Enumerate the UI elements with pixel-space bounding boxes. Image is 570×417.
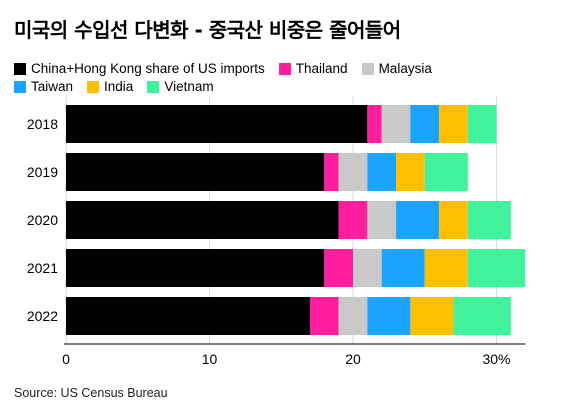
bar-2018-malaysia: [381, 105, 411, 143]
bar-2020-china: [66, 201, 339, 239]
bar-2021-china: [66, 249, 325, 287]
bar-2022-malaysia: [338, 297, 368, 335]
legend-label-thailand: Thailand: [295, 61, 348, 76]
legend-row-2: Taiwan India Vietnam: [14, 78, 554, 96]
bar-2021-malaysia: [353, 249, 382, 287]
bar-2018-china: [66, 105, 368, 143]
x-tick-label-3: 30%: [482, 351, 510, 367]
y-tick-label-2019: 2019: [27, 164, 58, 180]
legend-item-taiwan: Taiwan: [14, 78, 73, 96]
bar-2021-taiwan: [381, 249, 425, 287]
legend: China+Hong Kong share of US imports Thai…: [14, 60, 554, 96]
bar-2019-malaysia: [338, 153, 368, 191]
legend-label-malaysia: Malaysia: [378, 61, 432, 76]
bar-2019-taiwan: [367, 153, 397, 191]
x-tick-label-0: 0: [62, 351, 70, 367]
legend-label-taiwan: Taiwan: [31, 79, 74, 94]
legend-item-vietnam: Vietnam: [147, 78, 214, 96]
legend-swatch-taiwan: [14, 81, 26, 93]
bar-2018-india: [439, 105, 468, 143]
legend-label-india: India: [104, 79, 134, 94]
y-tick-label-2018: 2018: [27, 116, 58, 132]
bar-2019-india: [396, 153, 425, 191]
bar-2020-thailand: [338, 201, 368, 239]
legend-label-vietnam: Vietnam: [164, 79, 214, 94]
x-tick-label-2: 20: [345, 351, 361, 367]
legend-swatch-vietnam: [147, 81, 160, 93]
chart-title: 미국의 수입선 다변화 - 중국산 비중은 줄어들어: [14, 18, 401, 42]
legend-item-thailand: Thailand: [278, 60, 348, 78]
bar-2022-india: [410, 297, 454, 335]
bar-2020-vietnam: [467, 201, 511, 239]
legend-item-malaysia: Malaysia: [361, 60, 432, 78]
bar-2018-taiwan: [410, 105, 440, 143]
bar-2022-taiwan: [367, 297, 411, 335]
legend-swatch-thailand: [278, 63, 291, 75]
bar-2021-thailand: [324, 249, 353, 287]
legend-row-1: China+Hong Kong share of US imports Thai…: [14, 60, 554, 78]
y-tick-label-2020: 2020: [27, 212, 58, 228]
legend-swatch-malaysia: [361, 63, 374, 75]
bar-2018-vietnam: [467, 105, 497, 143]
legend-swatch-china: [14, 63, 26, 75]
bar-2020-india: [439, 201, 468, 239]
y-tick-label-2022: 2022: [27, 308, 58, 324]
bar-2019-thailand: [324, 153, 339, 191]
legend-label-china: China+Hong Kong share of US imports: [31, 61, 265, 76]
legend-swatch-india: [87, 81, 100, 93]
x-tick-label-1: 10: [202, 351, 218, 367]
bar-2022-vietnam: [453, 297, 511, 335]
bar-2021-vietnam: [467, 249, 526, 287]
bar-2019-vietnam: [424, 153, 468, 191]
legend-item-china: China+Hong Kong share of US imports: [14, 60, 265, 78]
bar-2018-thailand: [367, 105, 382, 143]
bar-2021-india: [424, 249, 468, 287]
bar-2022-thailand: [309, 297, 339, 335]
bar-2019-china: [66, 153, 325, 191]
bar-2020-malaysia: [367, 201, 397, 239]
legend-item-india: India: [87, 78, 133, 96]
bar-2020-taiwan: [396, 201, 440, 239]
source-note: Source: US Census Bureau: [14, 386, 168, 400]
stacked-bar-chart: 2018 2019 2020 2021 2022 0 10 20 30%: [27, 96, 526, 367]
y-tick-label-2021: 2021: [27, 260, 58, 276]
bar-2022-china: [66, 297, 310, 335]
